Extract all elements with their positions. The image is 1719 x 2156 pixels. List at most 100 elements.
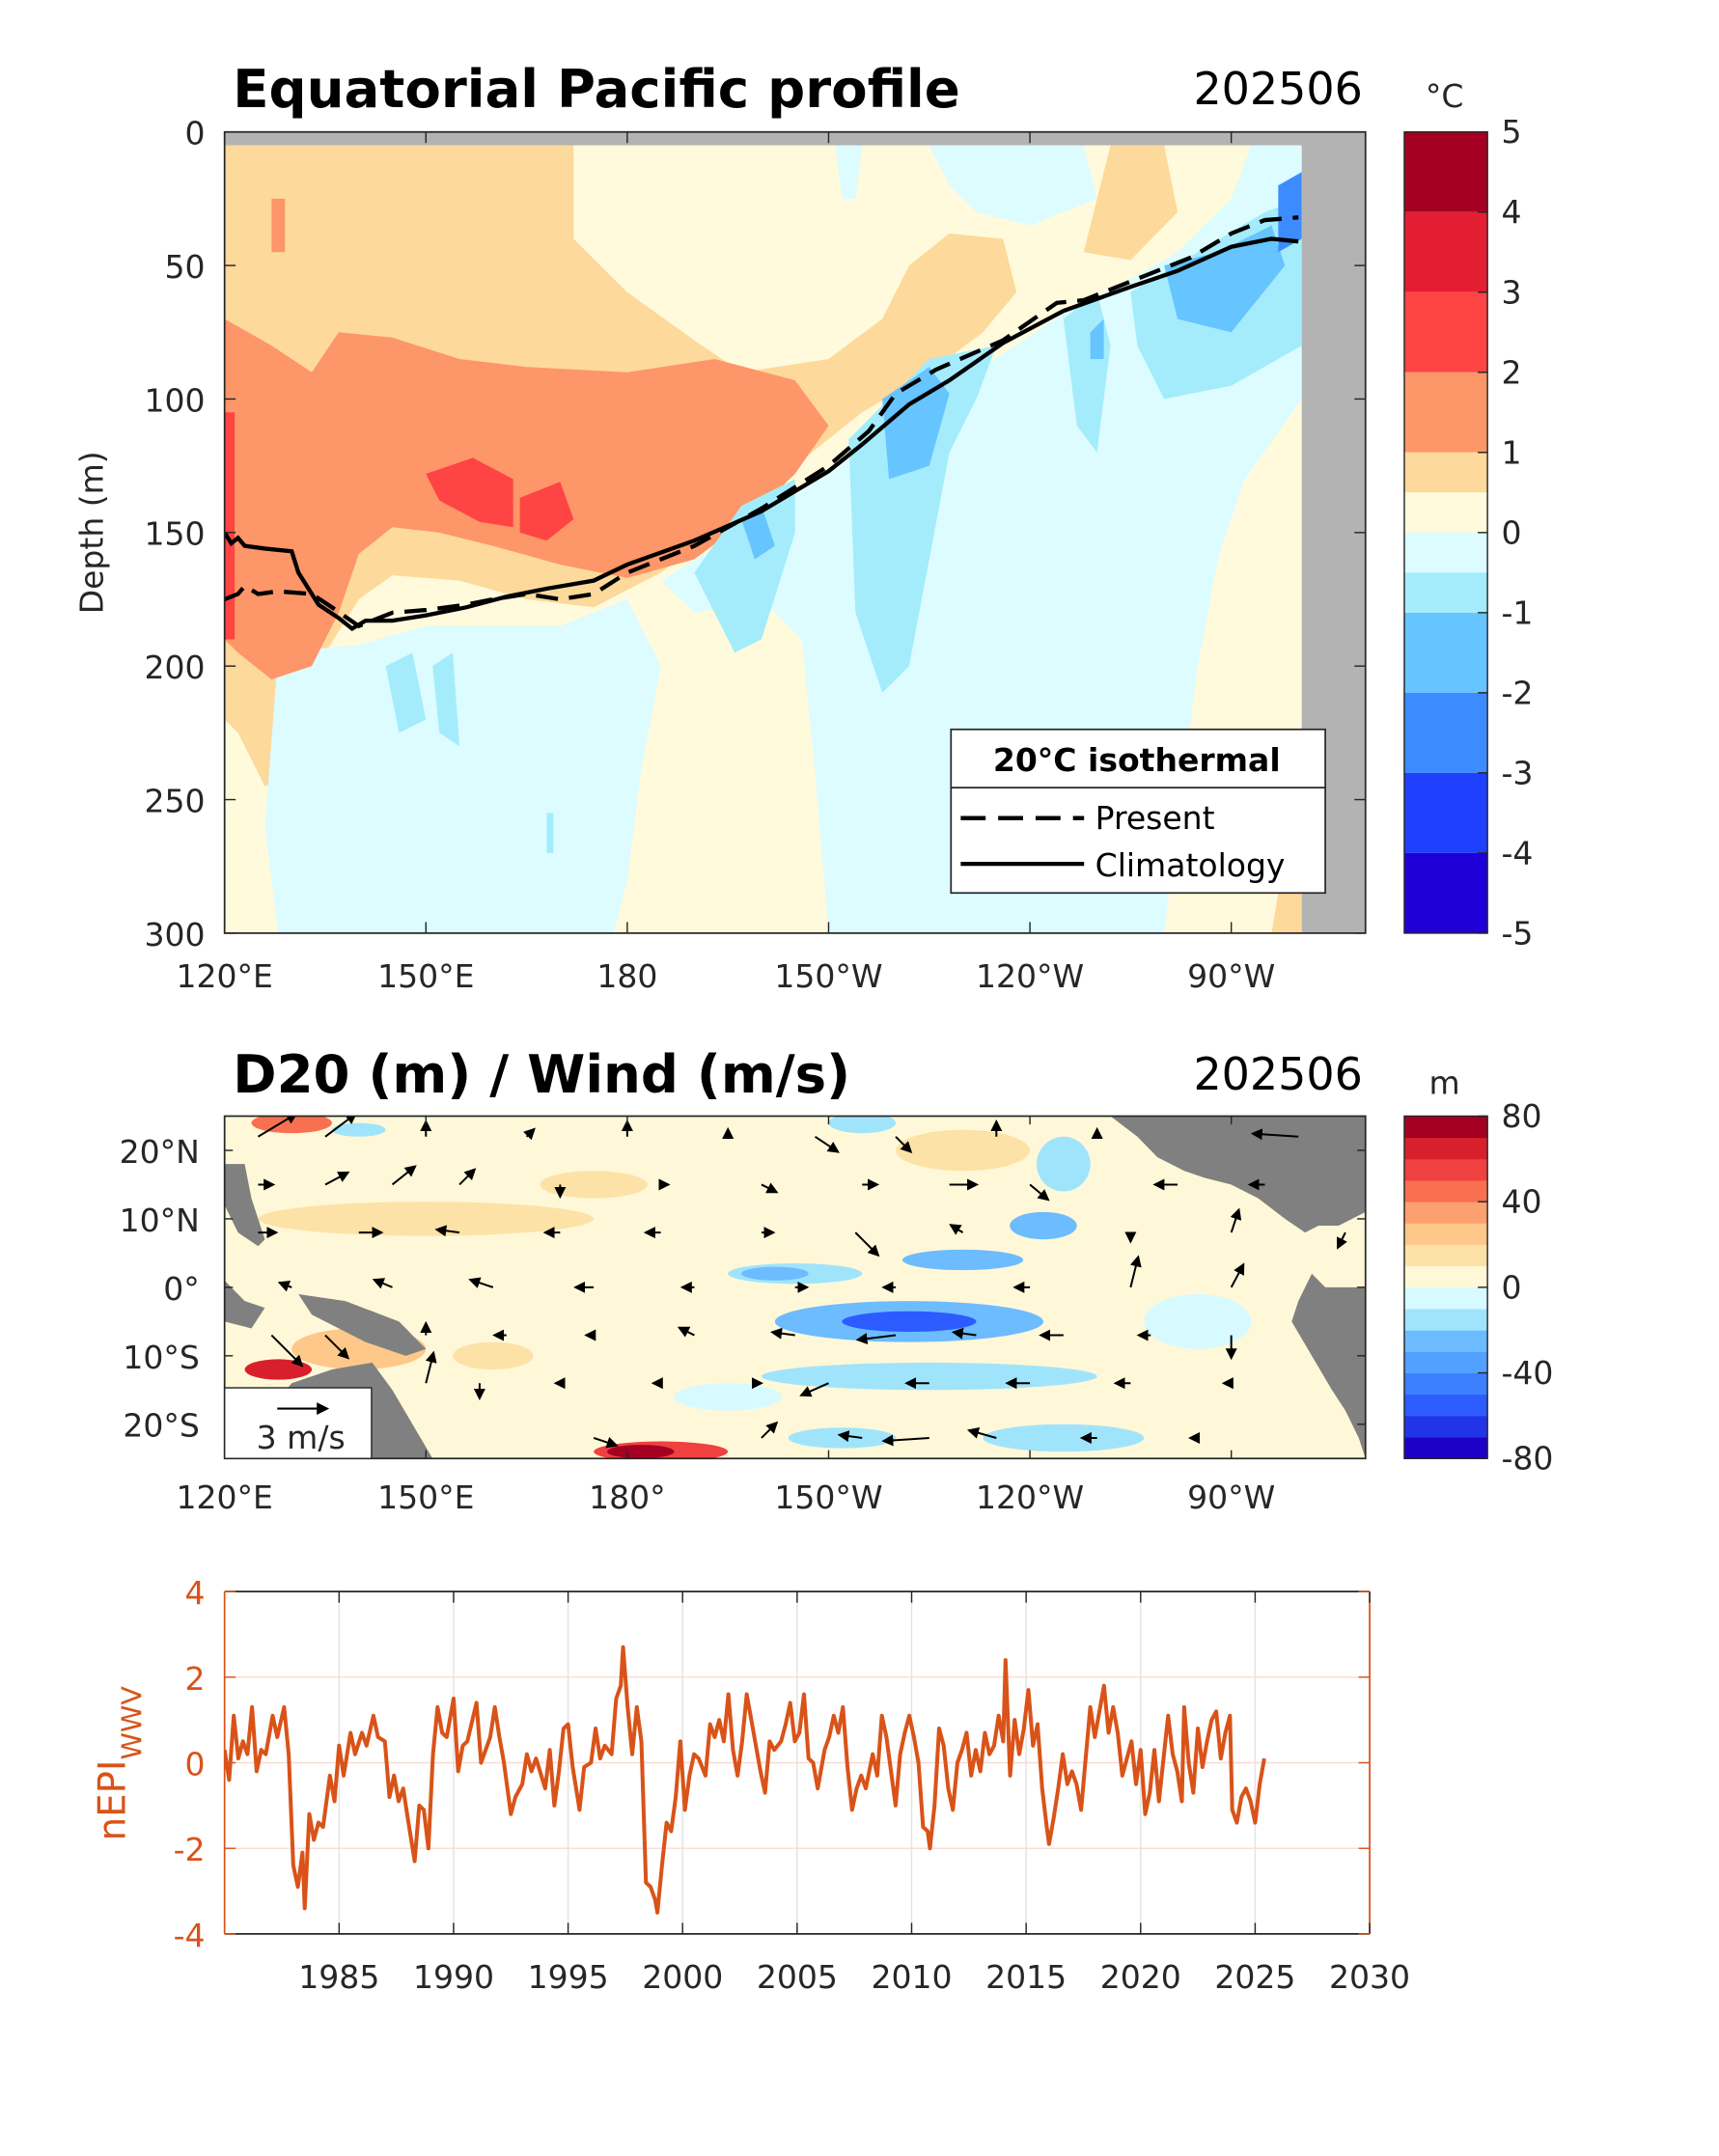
wind-vector xyxy=(770,1327,795,1340)
y-tick-label: 10°N xyxy=(120,1202,200,1239)
colorbar-level xyxy=(1403,291,1488,373)
colorbar-level xyxy=(1403,1351,1488,1374)
d20-anomaly-region xyxy=(1010,1211,1077,1240)
colorbar-unit-c: °C xyxy=(1426,77,1464,115)
colorbar-level xyxy=(1403,492,1488,533)
surface-mask xyxy=(224,131,1366,146)
reference-vector-box: 3 m/s xyxy=(223,1387,373,1459)
x-tick-label: 150°E xyxy=(377,957,474,995)
wind-vector xyxy=(523,1127,536,1141)
colorbar-tick-label: -80 xyxy=(1502,1440,1554,1478)
x-tick-label: 1990 xyxy=(413,1958,494,1996)
contour-region xyxy=(929,145,1097,226)
d20-anomaly-region xyxy=(788,1427,897,1449)
d20-anomaly-region xyxy=(331,1122,386,1137)
contour-region xyxy=(271,198,286,253)
map-plot-area: 120°E 150°E 180° 150°W 120°W 90°W 20°N 10°N 0° 10… xyxy=(120,1115,1367,1516)
y-tick-label: -4 xyxy=(174,1917,206,1954)
contour-region xyxy=(224,412,236,640)
profile-plot-area: 120°E 150°E 180 150°W 120°W 90°W 0 50 100 150 200 2… xyxy=(145,115,1367,995)
colorbar-level xyxy=(1403,1415,1488,1438)
x-tick-label: 120°E xyxy=(176,1479,272,1516)
y-tick-label: 4 xyxy=(185,1574,206,1612)
nepi-wwv-line xyxy=(224,1645,1266,1915)
colorbar-tick-label: 2 xyxy=(1502,353,1522,391)
wind-vector xyxy=(593,1436,619,1449)
y-tick-label: 200 xyxy=(145,649,206,686)
colorbar-level xyxy=(1403,1244,1488,1267)
legend-climatology-label: Climatology xyxy=(1095,846,1286,884)
colorbar-tick-label: 5 xyxy=(1502,113,1522,151)
d20-anomaly-region xyxy=(828,1116,897,1134)
wind-vector xyxy=(949,1224,964,1235)
contour-region xyxy=(1090,318,1104,359)
d20-anomaly-region xyxy=(1144,1293,1252,1349)
wind-vector xyxy=(855,1333,897,1345)
colorbar-tick-label: 1 xyxy=(1502,433,1522,471)
x-tick-label: 1985 xyxy=(298,1958,379,1996)
colorbar-level xyxy=(1403,1309,1488,1331)
legend-title: 20°C isothermal xyxy=(993,741,1281,779)
colorbar-tick-label: -2 xyxy=(1502,674,1534,711)
contour-region xyxy=(835,145,863,199)
x-tick-label: 2020 xyxy=(1100,1958,1181,1996)
wind-vector xyxy=(1337,1231,1347,1250)
colorbar-level xyxy=(1403,1437,1488,1459)
contour-region xyxy=(546,813,554,853)
wind-vector xyxy=(277,1281,292,1292)
y-tick-label: 250 xyxy=(145,782,206,819)
colorbar-level xyxy=(1403,1180,1488,1202)
d20-anomaly-region xyxy=(244,1359,313,1380)
temperature-colorbar: 5 4 3 2 1 0 -1 -2 -3 -4 -5 xyxy=(1403,113,1534,952)
wind-vector xyxy=(854,1231,880,1258)
contour-region xyxy=(741,506,775,560)
contour-region xyxy=(432,652,460,747)
colorbar-level xyxy=(1403,1116,1488,1139)
colorbar-level xyxy=(1403,572,1488,613)
y-tick-label: 0° xyxy=(163,1270,200,1308)
wind-vector xyxy=(966,1426,997,1439)
colorbar-tick-label: -40 xyxy=(1502,1354,1554,1392)
colorbar-level xyxy=(1403,372,1488,453)
x-tick-label: 120°W xyxy=(976,1479,1084,1516)
x-tick-label: 150°W xyxy=(774,957,882,995)
wind-vector xyxy=(799,1382,829,1397)
map-date: 202506 xyxy=(1193,1048,1362,1100)
x-tick-label: 150°W xyxy=(774,1479,882,1516)
colorbar-tick-label: 0 xyxy=(1502,513,1522,551)
colorbar-level xyxy=(1403,1158,1488,1181)
land xyxy=(1291,1273,1366,1459)
colorbar-level xyxy=(1403,772,1488,853)
x-tick-label: 2015 xyxy=(985,1958,1067,1996)
wind-vector xyxy=(324,1116,358,1138)
colorbar-tick-label: -3 xyxy=(1502,754,1534,791)
wind-vector xyxy=(881,1434,929,1447)
colorbar-tick-label: 0 xyxy=(1502,1268,1522,1306)
colorbar-level xyxy=(1403,612,1488,693)
wind-vector xyxy=(951,1327,977,1340)
y-tick-label: 300 xyxy=(145,916,206,954)
wind-vector xyxy=(1029,1183,1050,1202)
colorbar-tick-label: -5 xyxy=(1502,914,1534,952)
colorbar-level xyxy=(1403,1286,1488,1310)
wind-vector xyxy=(270,1334,304,1368)
map-title: D20 (m) / Wind (m/s) xyxy=(233,1043,850,1105)
colorbar-tick-label: 80 xyxy=(1502,1097,1542,1135)
d20-anomaly-region xyxy=(896,1129,1031,1172)
wind-vector xyxy=(458,1168,477,1186)
colorbar-level xyxy=(1403,852,1488,933)
d20-anomaly-region xyxy=(1037,1136,1091,1192)
timeseries-plot-area: 1985 1990 1995 2000 2005 2010 2015 2020 2025 2030… xyxy=(174,1574,1410,1996)
isotherm-climatology xyxy=(224,236,1299,632)
y-tick-label: 100 xyxy=(145,381,206,419)
land xyxy=(224,1280,265,1329)
y-tick-label: 2 xyxy=(185,1660,206,1698)
colorbar-unit-m: m xyxy=(1429,1064,1460,1102)
contour-region xyxy=(694,479,795,653)
x-tick-label: 90°W xyxy=(1187,1479,1275,1516)
x-tick-label: 180° xyxy=(589,1479,666,1516)
contour-region xyxy=(519,482,574,541)
colorbar-level xyxy=(1403,1394,1488,1417)
colorbar-tick-label: -1 xyxy=(1502,594,1534,631)
